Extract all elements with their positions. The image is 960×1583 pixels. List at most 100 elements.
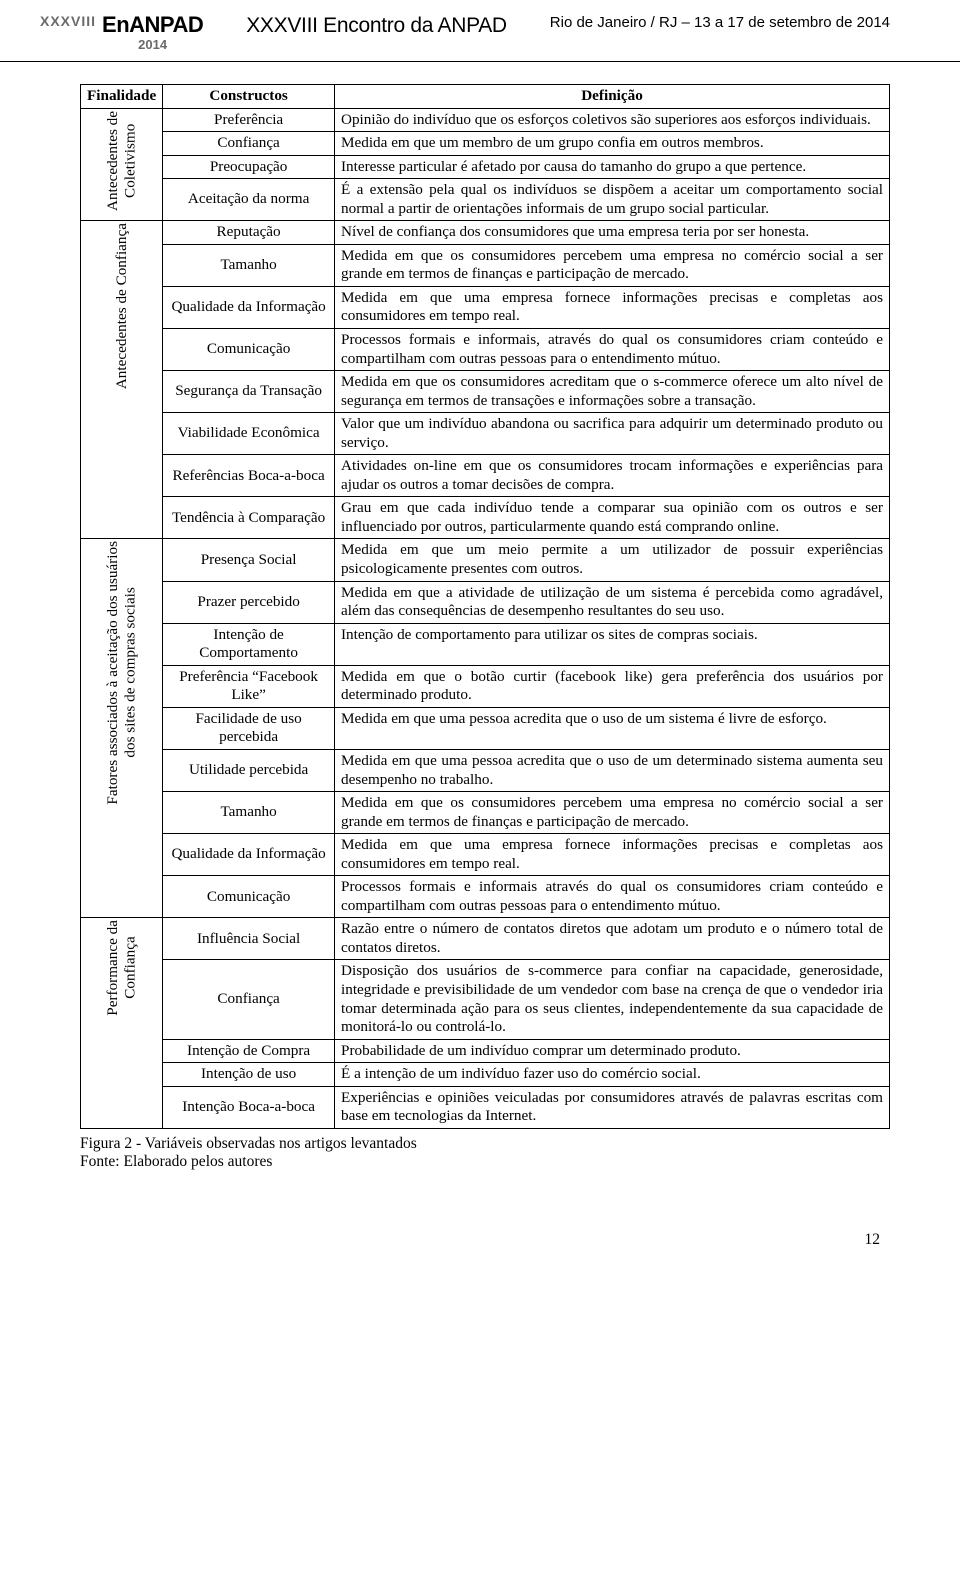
definition-cell: Medida em que uma empresa fornece inform…	[335, 286, 890, 328]
construct-cell: Preferência “Facebook Like”	[163, 665, 335, 707]
category-cell: Antecedentes de Coletivismo	[81, 108, 163, 221]
figure-source: Fonte: Elaborado pelos autores	[80, 1153, 890, 1171]
construct-cell: Confiança	[163, 960, 335, 1039]
table-row: Qualidade da InformaçãoMedida em que uma…	[81, 834, 890, 876]
header-venue: Rio de Janeiro / RJ – 13 a 17 de setembr…	[550, 14, 890, 31]
page-header: XXXVIII EnANPAD 2014 XXXVIII Encontro da…	[0, 0, 960, 62]
definition-cell: Processos formais e informais através do…	[335, 876, 890, 918]
table-row: Prazer percebidoMedida em que a atividad…	[81, 581, 890, 623]
table-row: TamanhoMedida em que os consumidores per…	[81, 244, 890, 286]
table-row: Antecedentes de ConfiançaReputaçãoNível …	[81, 221, 890, 245]
definition-cell: Medida em que um membro de um grupo conf…	[335, 132, 890, 156]
figure-caption: Figura 2 - Variáveis observadas nos arti…	[80, 1135, 890, 1153]
definition-cell: Opinião do indivíduo que os esforços col…	[335, 108, 890, 132]
construct-cell: Aceitação da norma	[163, 179, 335, 221]
table-row: Fatores associados à aceitação dos usuár…	[81, 539, 890, 581]
table-row: Intenção de ComportamentoIntenção de com…	[81, 623, 890, 665]
construct-cell: Utilidade percebida	[163, 749, 335, 791]
definition-cell: É a intenção de um indivíduo fazer uso d…	[335, 1063, 890, 1087]
construct-cell: Tamanho	[163, 244, 335, 286]
definition-cell: Medida em que um meio permite a um utili…	[335, 539, 890, 581]
table-row: ConfiançaDisposição dos usuários de s-co…	[81, 960, 890, 1039]
th-constructos: Constructos	[163, 85, 335, 109]
table-row: ConfiançaMedida em que um membro de um g…	[81, 132, 890, 156]
definition-cell: Probabilidade de um indivíduo comprar um…	[335, 1039, 890, 1063]
category-label: Performance da Confiança	[104, 920, 139, 1016]
definition-cell: Medida em que uma empresa fornece inform…	[335, 834, 890, 876]
table-row: Qualidade da InformaçãoMedida em que uma…	[81, 286, 890, 328]
definition-cell: Medida em que os consumidores percebem u…	[335, 244, 890, 286]
construct-cell: Intenção de Comportamento	[163, 623, 335, 665]
table-row: Preferência “Facebook Like”Medida em que…	[81, 665, 890, 707]
table-row: Aceitação da normaÉ a extensão pela qual…	[81, 179, 890, 221]
construct-cell: Confiança	[163, 132, 335, 156]
construct-cell: Intenção de uso	[163, 1063, 335, 1087]
definition-cell: Grau em que cada indivíduo tende a compa…	[335, 497, 890, 539]
construct-cell: Segurança da Transação	[163, 371, 335, 413]
construct-cell: Intenção de Compra	[163, 1039, 335, 1063]
table-row: Tendência à ComparaçãoGrau em que cada i…	[81, 497, 890, 539]
table-row: Segurança da TransaçãoMedida em que os c…	[81, 371, 890, 413]
construct-cell: Comunicação	[163, 329, 335, 371]
definition-cell: Interesse particular é afetado por causa…	[335, 155, 890, 179]
definition-cell: Medida em que o botão curtir (facebook l…	[335, 665, 890, 707]
definition-cell: Experiências e opiniões veiculadas por c…	[335, 1086, 890, 1128]
table-row: ComunicaçãoProcessos formais e informais…	[81, 329, 890, 371]
table-row: Referências Boca-a-bocaAtividades on-lin…	[81, 455, 890, 497]
definition-cell: Nível de confiança dos consumidores que …	[335, 221, 890, 245]
construct-cell: Comunicação	[163, 876, 335, 918]
construct-cell: Qualidade da Informação	[163, 286, 335, 328]
construct-cell: Influência Social	[163, 918, 335, 960]
construct-cell: Reputação	[163, 221, 335, 245]
category-label: Antecedentes de Coletivismo	[104, 111, 139, 211]
logo-stack: EnANPAD 2014	[102, 14, 203, 51]
table-row: Facilidade de uso percebidaMedida em que…	[81, 707, 890, 749]
definition-cell: Processos formais e informais, através d…	[335, 329, 890, 371]
definition-cell: É a extensão pela qual os indivíduos se …	[335, 179, 890, 221]
construct-cell: Preocupação	[163, 155, 335, 179]
th-finalidade: Finalidade	[81, 85, 163, 109]
table-row: Intenção Boca-a-bocaExperiências e opini…	[81, 1086, 890, 1128]
construct-cell: Facilidade de uso percebida	[163, 707, 335, 749]
table-row: Viabilidade EconômicaValor que um indiví…	[81, 413, 890, 455]
table-row: TamanhoMedida em que os consumidores per…	[81, 792, 890, 834]
definition-cell: Intenção de comportamento para utilizar …	[335, 623, 890, 665]
construct-cell: Qualidade da Informação	[163, 834, 335, 876]
definition-cell: Medida em que os consumidores acreditam …	[335, 371, 890, 413]
construct-cell: Preferência	[163, 108, 335, 132]
definition-cell: Medida em que os consumidores percebem u…	[335, 792, 890, 834]
header-brand: EnANPAD	[102, 14, 203, 36]
table-row: Antecedentes de ColetivismoPreferênciaOp…	[81, 108, 890, 132]
table-row: Intenção de usoÉ a intenção de um indiví…	[81, 1063, 890, 1087]
construct-cell: Tendência à Comparação	[163, 497, 335, 539]
definition-cell: Razão entre o número de contatos diretos…	[335, 918, 890, 960]
header-title: XXXVIII Encontro da ANPAD	[246, 14, 507, 38]
construct-cell: Prazer percebido	[163, 581, 335, 623]
definition-cell: Medida em que uma pessoa acredita que o …	[335, 749, 890, 791]
th-definicao: Definição	[335, 85, 890, 109]
table-row: PreocupaçãoInteresse particular é afetad…	[81, 155, 890, 179]
category-cell: Performance da Confiança	[81, 918, 163, 1128]
category-label: Fatores associados à aceitação dos usuár…	[104, 541, 139, 805]
construct-cell: Viabilidade Econômica	[163, 413, 335, 455]
category-cell: Fatores associados à aceitação dos usuár…	[81, 539, 163, 918]
table-row: Utilidade percebidaMedida em que uma pes…	[81, 749, 890, 791]
header-roman: XXXVIII	[40, 14, 96, 28]
category-cell: Antecedentes de Confiança	[81, 221, 163, 539]
page-number: 12	[80, 1231, 890, 1249]
table-header-row: Finalidade Constructos Definição	[81, 85, 890, 109]
definition-cell: Valor que um indivíduo abandona ou sacri…	[335, 413, 890, 455]
construct-cell: Tamanho	[163, 792, 335, 834]
construct-cell: Intenção Boca-a-boca	[163, 1086, 335, 1128]
table-row: Performance da ConfiançaInfluência Socia…	[81, 918, 890, 960]
construct-cell: Referências Boca-a-boca	[163, 455, 335, 497]
category-label: Antecedentes de Confiança	[113, 223, 130, 389]
header-year: 2014	[138, 38, 167, 51]
definition-cell: Medida em que a atividade de utilização …	[335, 581, 890, 623]
construct-cell: Presença Social	[163, 539, 335, 581]
definition-cell: Disposição dos usuários de s-commerce pa…	[335, 960, 890, 1039]
header-logo-block: XXXVIII EnANPAD 2014	[40, 14, 203, 51]
table-row: Intenção de CompraProbabilidade de um in…	[81, 1039, 890, 1063]
definitions-table: Finalidade Constructos Definição Anteced…	[80, 84, 890, 1129]
definition-cell: Medida em que uma pessoa acredita que o …	[335, 707, 890, 749]
